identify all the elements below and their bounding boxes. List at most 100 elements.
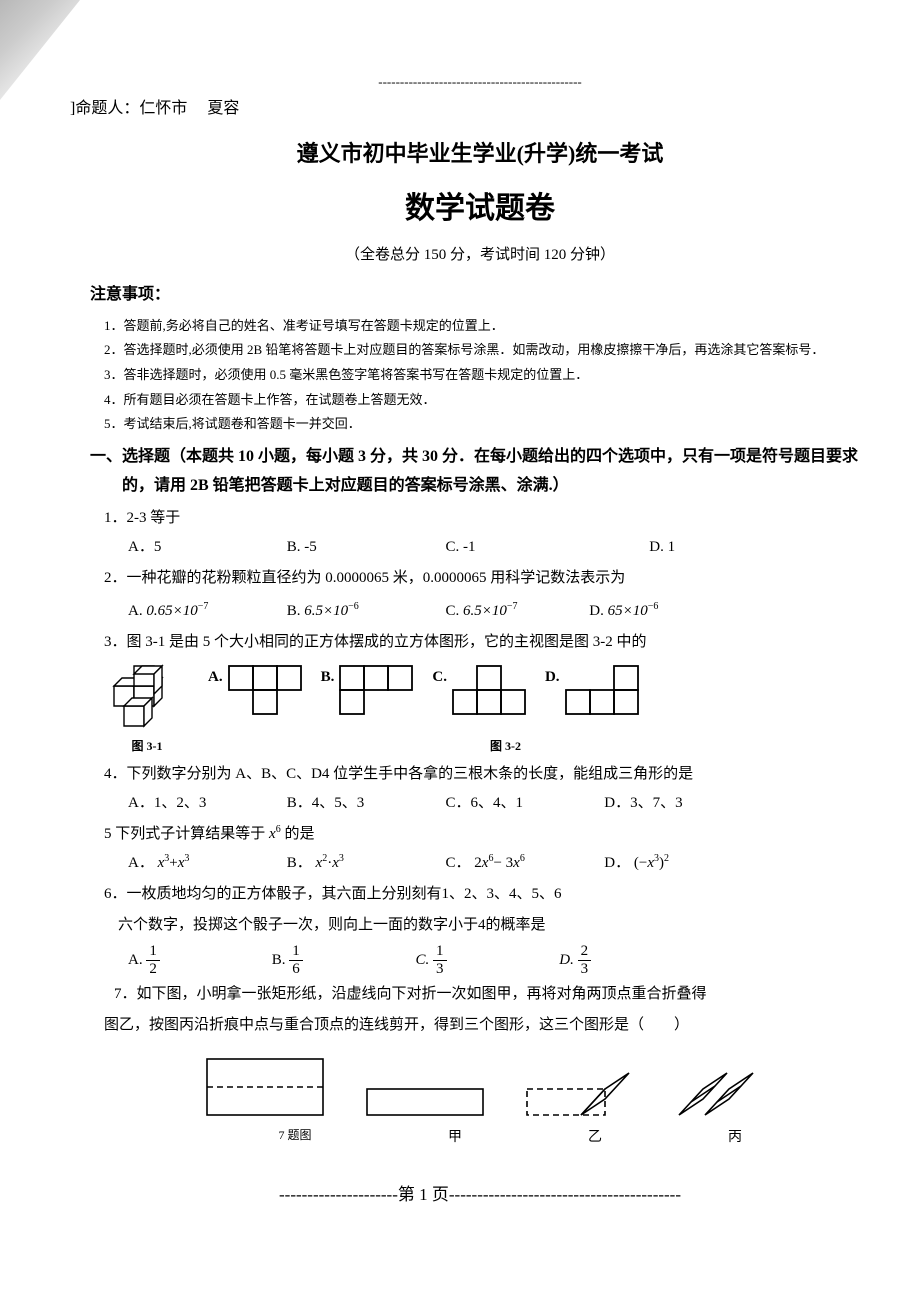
q1-A: A．5 xyxy=(128,534,283,561)
footer-dash-left: --------------------- xyxy=(279,1185,398,1204)
q3-stem: 3．图 3-1 是由 5 个大小相同的正方体摆成的立方体图形，它的主视图是图 3… xyxy=(104,629,870,656)
q2-D-exp: −6 xyxy=(648,598,659,616)
q2-C-exp: −7 xyxy=(507,598,518,616)
q5-C-2: 2 xyxy=(474,850,482,877)
q6-A-d: 2 xyxy=(146,961,160,978)
notice-3: 3．答非选择题时，必须使用 0.5 毫米黑色签字笔将答案书写在答题卡规定的位置上… xyxy=(118,363,870,388)
q6-B: B. 16 xyxy=(272,943,412,977)
q3-A-icon xyxy=(227,664,303,716)
q3-opt-C: C. xyxy=(432,664,527,716)
q2-B: B. 6.5×10−6 xyxy=(287,598,442,625)
q3-C-label: C. xyxy=(432,664,447,691)
q7-line1: 7．如下图，小明拿一张矩形纸，沿虚线向下对折一次如图甲，再将对角两顶点重合折叠得 xyxy=(114,981,870,1008)
q3-B-label: B. xyxy=(321,664,335,691)
q5-D-m: x xyxy=(647,850,654,877)
q2-A: A. 0.65×10−7 xyxy=(128,598,283,625)
q7-fig1-icon xyxy=(365,1087,485,1117)
q3-cap2: 图 3-2 xyxy=(490,736,521,758)
q5-C-m1: x xyxy=(482,850,489,877)
q7-cap1: 甲 xyxy=(415,1125,495,1150)
q7-line2: 图乙，按图丙沿折痕中点与重合顶点的连线剪开，得到三个图形，这三个图形是（ ） xyxy=(104,1012,870,1039)
q4-stem: 4．下列数字分别为 A、B、C、D4 位学生手中各拿的三根木条的长度，能组成三角… xyxy=(104,761,870,788)
q6-D-d: 3 xyxy=(578,961,592,978)
q5-B-e2: 3 xyxy=(339,850,344,868)
subtitle: （全卷总分 150 分，考试时间 120 分钟） xyxy=(90,242,870,269)
q5-stem-exp: 6 xyxy=(276,824,281,835)
q3-D-label: D. xyxy=(545,664,560,691)
q6-A-n: 1 xyxy=(146,943,160,961)
q4-D: D．3、7、3 xyxy=(604,790,682,817)
big-title: 数学试题卷 xyxy=(90,182,870,236)
top-dashes: ----------------------------------------… xyxy=(90,70,870,93)
q5-A-e2: 3 xyxy=(184,850,189,868)
notice-2: 2．答选择题时,必须使用 2B 铅笔将答题卡上对应题目的答案标号涂黑．如需改动，… xyxy=(118,338,870,363)
author-line: ]命题人：仁怀市 夏容 xyxy=(70,95,870,124)
q2-C-pre: C. xyxy=(446,598,460,625)
q7-cap0: 7 题图 xyxy=(235,1125,355,1150)
fig-3-1-icon xyxy=(104,664,190,734)
q2-C-m: 6.5×10 xyxy=(463,598,507,625)
q5-C-pre: C． xyxy=(446,850,471,877)
q5-D-open: (− xyxy=(634,850,647,877)
q7-captions: 7 题图 甲 乙 丙 xyxy=(140,1125,870,1150)
q7-fig0-icon xyxy=(205,1057,325,1117)
q5-D: D． (−x3)2 xyxy=(604,850,669,877)
q1-C: C. -1 xyxy=(446,534,646,561)
q2-B-m: 6.5×10 xyxy=(304,598,348,625)
corner-decoration xyxy=(0,0,80,100)
footer-page: 第 1 页 xyxy=(398,1185,449,1204)
notice-4: 4．所有题目必须在答题卡上作答，在试题卷上答题无效． xyxy=(118,388,870,413)
q6-C: C. 13 xyxy=(416,943,556,977)
q5-B-m2: x xyxy=(332,850,339,877)
q6-B-d: 6 xyxy=(289,961,303,978)
q6-C-d: 3 xyxy=(433,961,447,978)
main-title: 遵义市初中毕业生学业(升学)统一考试 xyxy=(90,134,870,174)
q3-A-label: A. xyxy=(208,664,223,691)
q5-D-outer: 2 xyxy=(664,850,669,868)
q3-figures: A. B. C. xyxy=(104,664,870,734)
q5-B-m1: x xyxy=(316,850,323,877)
q3-D-icon xyxy=(564,664,640,716)
q7-figures xyxy=(90,1057,870,1117)
q2-stem: 2．一种花瓣的花粉颗粒直径约为 0.0000065 米，0.0000065 用科… xyxy=(104,565,870,592)
page-footer: ---------------------第 1 页--------------… xyxy=(90,1180,870,1211)
q5-stem-var: x xyxy=(269,826,276,842)
q5-A-m1: x xyxy=(158,850,165,877)
q5-A-m2: x xyxy=(178,850,185,877)
q7-fig2-icon xyxy=(525,1071,635,1117)
q2-B-exp: −6 xyxy=(348,598,359,616)
notice-1: 1．答题前,务必将自己的姓名、准考证号填写在答题卡规定的位置上． xyxy=(118,314,870,339)
q5-C-e2: 6 xyxy=(520,850,525,868)
q3-C-icon xyxy=(451,664,527,716)
q3-captions: 图 3-1 图 3-2 xyxy=(104,736,870,758)
notice-5: 5．考试结束后,将试题卷和答题卡一并交回． xyxy=(118,412,870,437)
q5-A: A． x3 + x3 xyxy=(128,850,283,877)
q3-opt-A: A. xyxy=(208,664,303,716)
q6-D: D. 23 xyxy=(559,943,591,977)
q6-A: A. 12 xyxy=(128,943,268,977)
q2-A-exp: −7 xyxy=(198,598,209,616)
q7-cap2: 乙 xyxy=(555,1125,635,1150)
q4-B: B．4、5、3 xyxy=(287,790,442,817)
q6-options: A. 12 B. 16 C. 13 D. 23 xyxy=(128,943,870,977)
q1-D: D. 1 xyxy=(649,534,675,561)
q6-B-n: 1 xyxy=(289,943,303,961)
q5-C: C． 2x6 − 3x6 xyxy=(446,850,601,877)
q1-stem: 1．2-3 等于 xyxy=(104,505,870,532)
q4-C: C．6、4、1 xyxy=(446,790,601,817)
q5-A-plus: + xyxy=(169,850,177,877)
footer-dash-right: ----------------------------------------… xyxy=(449,1185,681,1204)
section-1-heading: 一、选择题（本题共 10 小题，每小题 3 分，共 30 分．在每小题给出的四个… xyxy=(122,443,870,501)
q3-opt-B: B. xyxy=(321,664,415,716)
q3-B-icon xyxy=(338,664,414,716)
q5-C-m2: x xyxy=(513,850,520,877)
q2-D: D. 65×10−6 xyxy=(589,598,658,625)
q5-stem: 5 下列式子计算结果等于 x6 的是 xyxy=(104,821,870,848)
q6-B-pre: B. xyxy=(272,947,286,974)
q6-C-pre: C. xyxy=(416,947,430,974)
q4-A: A．1、2、3 xyxy=(128,790,283,817)
q5-C-min: − 3 xyxy=(493,850,513,877)
q2-options: A. 0.65×10−7 B. 6.5×10−6 C. 6.5×10−7 D. … xyxy=(128,598,870,625)
q3-cap1: 图 3-1 xyxy=(104,736,190,758)
q5-D-pre: D． xyxy=(604,850,630,877)
